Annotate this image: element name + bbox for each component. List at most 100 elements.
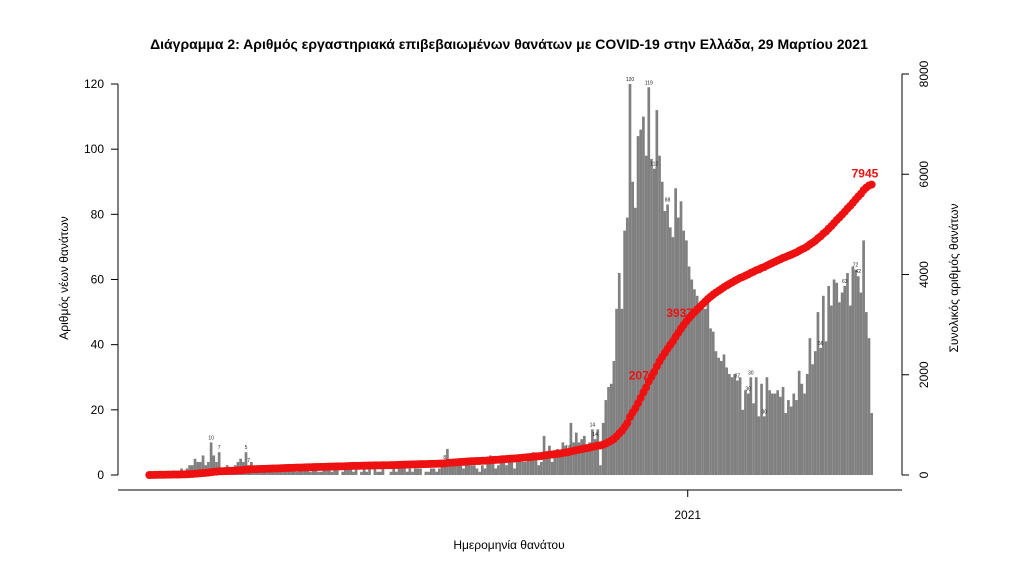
bar (510, 461, 514, 475)
bar (752, 403, 755, 475)
bar (483, 468, 487, 475)
bar (212, 455, 216, 475)
right-axis-tick-label: 8000 (917, 60, 931, 87)
right-axis-tick-label: 2000 (917, 361, 931, 388)
left-axis-tick-label: 100 (84, 142, 104, 156)
bar (295, 471, 299, 475)
left-axis-tick-label: 60 (91, 273, 105, 287)
bar (507, 458, 511, 475)
bar (762, 416, 766, 475)
cumulative-point (867, 180, 876, 189)
bar (365, 471, 369, 475)
bar (322, 468, 326, 475)
bar (609, 383, 613, 475)
bar (843, 286, 847, 475)
bar (451, 465, 455, 476)
bar (537, 465, 541, 476)
bar (601, 422, 605, 475)
bar (730, 377, 734, 475)
bar (604, 400, 608, 475)
bar (303, 468, 307, 475)
bar (454, 461, 457, 475)
bar-value-label: 42 (855, 269, 861, 275)
bar (349, 468, 353, 475)
cumulative-value-label: 2076 (629, 368, 656, 382)
bar (314, 468, 318, 475)
bar (811, 364, 814, 475)
bar (607, 387, 610, 475)
bar (631, 181, 635, 475)
bar-value-label: 8 (443, 455, 446, 461)
bar (830, 305, 833, 475)
bar (429, 468, 433, 475)
bar (325, 468, 328, 475)
bar (196, 461, 200, 475)
bar (411, 471, 414, 475)
bar (413, 468, 417, 475)
bar (293, 468, 296, 475)
bar (193, 458, 197, 475)
bar (870, 413, 873, 475)
bar (864, 312, 868, 475)
bar (703, 308, 707, 475)
bar (781, 387, 785, 475)
bar (803, 393, 806, 475)
bar (435, 471, 438, 475)
bar (583, 435, 586, 475)
bar-value-label: 30 (748, 370, 754, 376)
bar (534, 455, 538, 475)
bar (497, 465, 500, 476)
bar (620, 308, 624, 475)
bar (397, 468, 401, 475)
bar (647, 87, 651, 475)
bar (550, 461, 554, 475)
bars-layer (148, 84, 873, 476)
bar (416, 468, 420, 475)
bar-value-label: 119 (645, 80, 653, 86)
left-axis-tick-label: 80 (91, 207, 105, 221)
bar (531, 452, 535, 475)
bar (464, 461, 468, 475)
left-axis-tick-label: 40 (91, 338, 105, 352)
bar (201, 455, 205, 475)
bar (671, 237, 675, 475)
bar (341, 471, 345, 475)
bar (354, 468, 358, 475)
bar (832, 279, 836, 475)
bar (695, 295, 699, 475)
bar-value-label: 10 (208, 435, 214, 441)
right-axis-tick-label: 6000 (917, 161, 931, 188)
bar (789, 406, 793, 475)
bar (405, 471, 409, 475)
bar (306, 468, 310, 475)
bar (706, 302, 710, 475)
bar (335, 468, 339, 475)
y2-axis-label: Συνολικός αριθμός θανάτων (947, 203, 961, 352)
bar (515, 458, 519, 475)
bar-value-label: 14 (592, 432, 598, 438)
bar-value-label: 30 (745, 387, 751, 393)
bar (725, 367, 728, 476)
bar (480, 465, 484, 476)
bar (523, 461, 527, 475)
bar (805, 373, 809, 475)
bar (360, 471, 363, 475)
bar (475, 468, 479, 475)
bar (438, 468, 441, 475)
bar (317, 471, 320, 475)
bar (309, 471, 312, 475)
bar (505, 465, 508, 476)
bar (797, 370, 801, 475)
bar (617, 272, 621, 475)
bar (746, 393, 750, 475)
bar-value-label: 120 (626, 77, 635, 83)
bar (494, 468, 498, 475)
right-y-axis: 0 2000 4000 6000 8000 (901, 60, 931, 478)
bar (698, 305, 702, 475)
bar (819, 347, 822, 476)
right-axis-tick-label: 4000 (917, 261, 931, 288)
bar (588, 442, 592, 475)
bar (765, 377, 769, 475)
bar (556, 448, 559, 475)
bar (513, 468, 516, 475)
